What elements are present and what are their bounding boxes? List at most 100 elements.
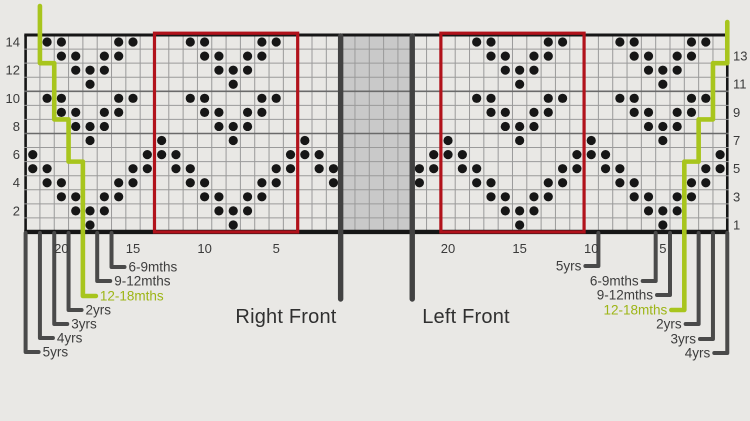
- stitch-dot: [643, 65, 654, 75]
- stitch-dot: [486, 37, 496, 47]
- stitch-dot: [257, 178, 267, 188]
- stitch-dot: [328, 164, 339, 174]
- stitch-dot: [142, 149, 152, 160]
- size-label-3yrs: 3yrs: [71, 317, 97, 332]
- size-line-3yrs: [52, 230, 70, 326]
- stitch-dot: [114, 107, 124, 117]
- stitch-dot: [56, 37, 66, 47]
- stitch-dot: [443, 135, 453, 146]
- row-number-left: 2: [13, 203, 20, 218]
- stitch-dot: [285, 164, 296, 174]
- stitch-dot: [142, 164, 152, 174]
- stitch-dot: [629, 178, 639, 188]
- stitch-dot: [171, 149, 181, 160]
- stitch-dot: [285, 149, 296, 160]
- col-number: 15: [512, 241, 526, 256]
- stitch-dot: [672, 121, 682, 132]
- stitch-dot: [200, 178, 210, 188]
- stitch-dot: [56, 93, 66, 103]
- stitch-dot: [686, 51, 697, 61]
- stitch-dot: [71, 51, 81, 61]
- stitch-dot: [515, 206, 525, 216]
- size-line-9-12mths: [95, 230, 113, 283]
- stitch-dot: [643, 206, 654, 216]
- stitch-dot: [686, 192, 697, 202]
- stitch-dot: [300, 135, 310, 146]
- stitch-dot: [214, 192, 224, 202]
- stitch-dot: [572, 149, 582, 160]
- col-number: 10: [197, 241, 211, 256]
- size-label-3yrs: 3yrs: [670, 332, 696, 347]
- col-number: 20: [54, 241, 68, 256]
- stitch-dot: [214, 107, 224, 117]
- size-line-2yrs: [66, 230, 84, 312]
- stitch-dot: [486, 107, 496, 117]
- stitch-dot: [114, 37, 124, 47]
- row-number-right: 9: [733, 105, 740, 120]
- stitch-dot: [185, 37, 195, 47]
- stitch-dot: [643, 121, 654, 132]
- size-label-9-12mths: 9-12mths: [114, 274, 171, 289]
- size-label-6-9mths: 6-9mths: [129, 260, 178, 275]
- stitch-dot: [500, 121, 510, 132]
- stitch-dot: [486, 178, 496, 188]
- stitch-dot: [200, 192, 210, 202]
- row-number-right: 13: [733, 49, 747, 64]
- stitch-dot: [672, 65, 682, 75]
- stitch-dot: [242, 65, 253, 75]
- stitch-dot: [486, 192, 496, 202]
- col-number: 10: [584, 241, 598, 256]
- row-number-right: 7: [733, 133, 740, 148]
- stitch-dot: [701, 37, 711, 47]
- stitch-dot: [71, 206, 81, 216]
- stitch-dot: [42, 37, 52, 47]
- stitch-dot: [600, 164, 611, 174]
- size-label-12-18mths: 12-18mths: [604, 303, 668, 318]
- stitch-dot: [242, 192, 253, 202]
- size-marker-lines: 6-9mths9-12mths12-18mths2yrs3yrs4yrs5yrs…: [23, 230, 730, 361]
- stitch-dot: [114, 93, 124, 103]
- stitch-dot: [429, 164, 439, 174]
- stitch-dot: [56, 178, 66, 188]
- stitch-dot: [429, 149, 439, 160]
- stitch-dot: [543, 93, 553, 103]
- stitch-dot: [214, 121, 224, 132]
- stitch-dot: [185, 178, 195, 188]
- stitch-dot: [271, 37, 281, 47]
- stitch-dot: [643, 107, 654, 117]
- stitch-dot: [472, 164, 482, 174]
- stitch-dot: [486, 93, 496, 103]
- stitch-dot: [529, 107, 539, 117]
- stitch-dot: [242, 121, 253, 132]
- stitch-dot: [414, 164, 424, 174]
- stitch-dot: [414, 178, 424, 188]
- stitch-dot: [228, 135, 238, 146]
- stitch-dot: [672, 107, 682, 117]
- stitch-dot: [701, 178, 711, 188]
- size-line-4yrs: [37, 230, 55, 340]
- stitch-dot: [128, 164, 138, 174]
- row-number-right: 3: [733, 189, 740, 204]
- stitch-dot: [658, 220, 668, 230]
- size-line-6-9mths: [109, 230, 127, 269]
- stitch-dot: [185, 164, 195, 174]
- stitch-dot: [171, 164, 181, 174]
- size-line-6-9mths: [640, 230, 658, 283]
- stitch-dot: [214, 206, 224, 216]
- stitch-dot: [28, 164, 38, 174]
- green-size-lines: [37, 3, 730, 313]
- stitch-dot: [472, 37, 482, 47]
- stitch-dot: [543, 107, 553, 117]
- stitch-dot: [200, 93, 210, 103]
- stitch-dot: [157, 149, 167, 160]
- size-label-12-18mths: 12-18mths: [100, 289, 164, 304]
- stitch-dots: [28, 37, 725, 230]
- stitch-dot: [658, 206, 668, 216]
- stitch-dot: [643, 51, 654, 61]
- row-number-right: 5: [733, 161, 740, 176]
- stitch-dot: [629, 51, 639, 61]
- stitch-dot: [157, 135, 167, 146]
- stitch-dot: [85, 121, 95, 132]
- stitch-dot: [572, 164, 582, 174]
- stitch-dot: [214, 51, 224, 61]
